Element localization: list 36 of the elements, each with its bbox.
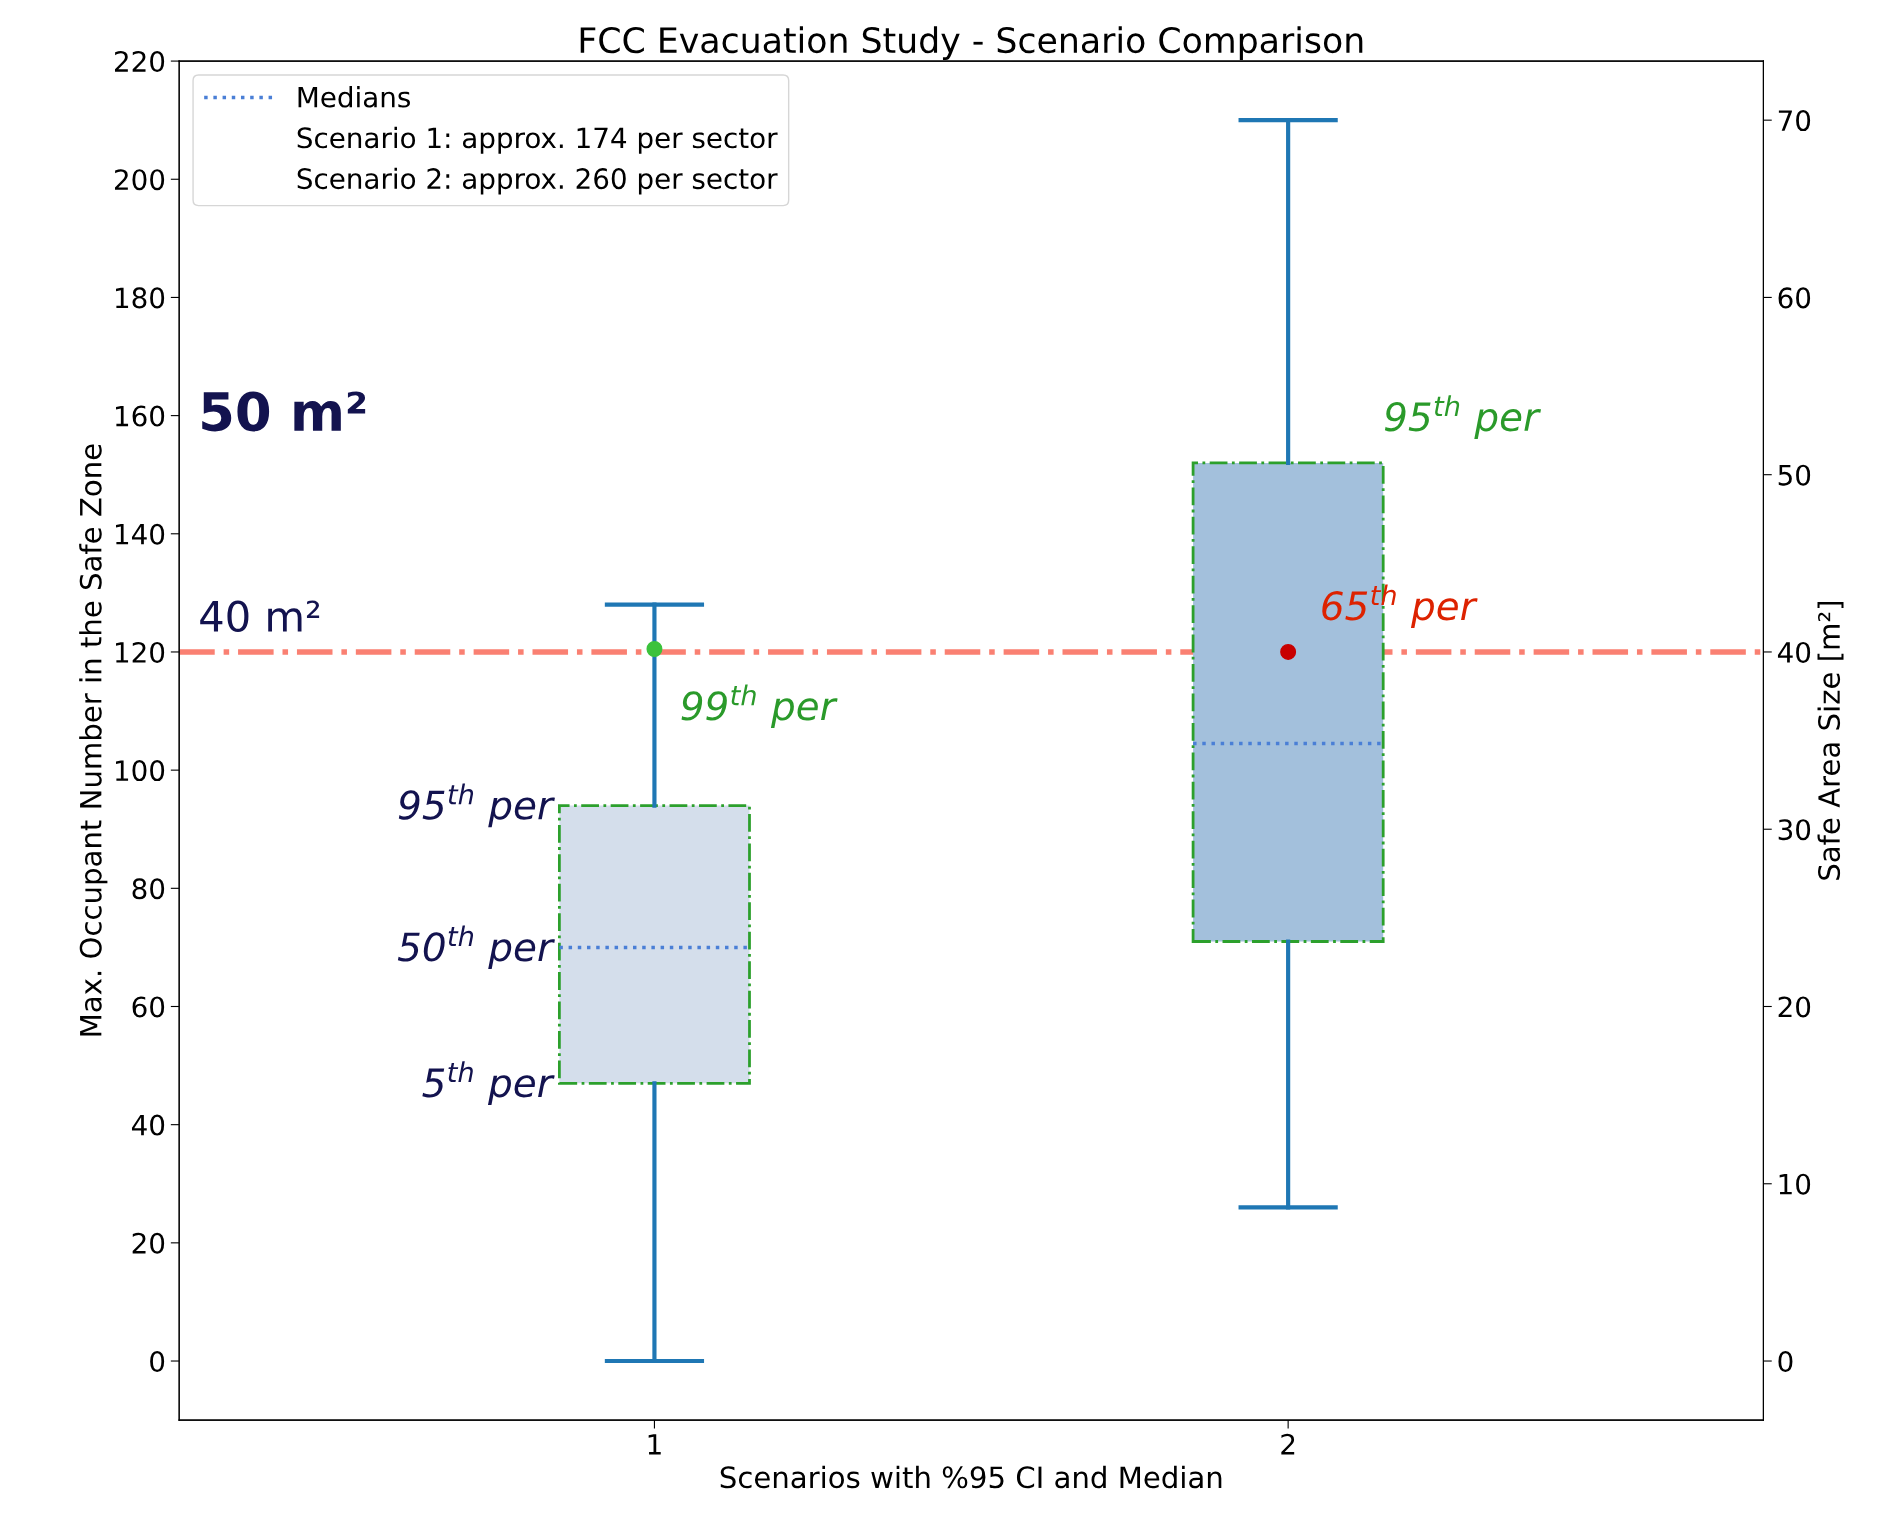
y-tick-label: 20 (132, 1232, 165, 1254)
y-tick-label: 0 (150, 1350, 165, 1372)
annotation: 50$^{th}$ per (397, 925, 555, 970)
y-tick-label: 40 (131, 1114, 165, 1136)
y-tick-label: 200 (114, 169, 165, 191)
text: 50 m² (202, 391, 366, 432)
y-tick-label: 220 (114, 51, 165, 73)
y2-tick-label: 20 (1778, 996, 1811, 1018)
annotation: 99$^{th}$ per (681, 684, 838, 729)
y-tick-label: 140 (116, 523, 165, 545)
y-tick-label: 100 (116, 760, 165, 782)
x-tick-label: 2 (1281, 1433, 1295, 1455)
annotation: Scenario 2: approx. 260 per sector (297, 167, 778, 195)
annotation: 5$^{th}$ per (422, 1061, 555, 1105)
annotation: Scenario 1: approx. 174 per sector (297, 126, 778, 154)
annotation: Medians (298, 86, 410, 108)
y2-tick-label: 40 (1777, 641, 1811, 663)
y2-tick-label: 10 (1779, 1173, 1811, 1195)
y2-tick-label: 0 (1778, 1350, 1793, 1372)
annotation: 95$^{th}$ per (1384, 395, 1542, 439)
y-tick-label: 60 (132, 996, 165, 1018)
y2-tick-label: 70 (1778, 110, 1811, 132)
ref-line-label: 40 m² (200, 600, 320, 633)
y-axis-title: Max. Occupant Number in the Safe Zone (79, 444, 108, 1036)
y2-tick-label: 50 (1778, 464, 1811, 486)
chart-title: FCC Evacuation Study - Scenario Comparison (580, 26, 1363, 60)
x-tick-label: 1 (648, 1434, 661, 1455)
x-axis-title: Scenarios with %95 CI and Median (720, 1465, 1222, 1489)
y2-axis-title: Safe Area Size [m²] (1817, 601, 1844, 880)
y-tick-label: 120 (116, 641, 165, 663)
y-tick-label: 180 (116, 287, 165, 309)
annotation: 95$^{th}$ per (398, 783, 555, 828)
y2-tick-label: 30 (1778, 819, 1811, 841)
y2-tick-label: 60 (1778, 287, 1811, 309)
y-tick-label: 80 (132, 878, 165, 900)
y-tick-label: 160 (116, 405, 165, 427)
